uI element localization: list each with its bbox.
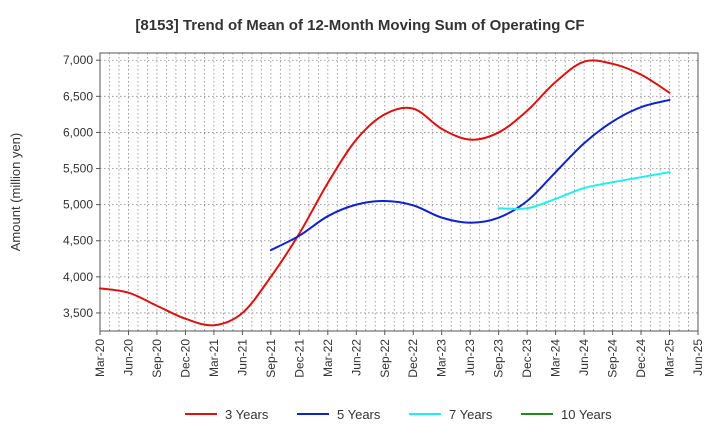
- y-axis-label: Amount (million yen): [8, 133, 23, 252]
- x-tick-label: Sep-22: [378, 339, 392, 378]
- y-tick-label: 4,500: [63, 234, 93, 248]
- chart-title: [8153] Trend of Mean of 12-Month Moving …: [135, 17, 584, 34]
- legend: 3 Years 5 Years 7 Years 10 Years: [185, 407, 612, 422]
- y-tick-label: 6,000: [63, 125, 93, 139]
- x-tick-label: Jun-20: [121, 339, 135, 376]
- x-tick-label: Jun-22: [349, 339, 363, 376]
- x-tick-label: Sep-20: [150, 339, 164, 378]
- y-axis-ticks: 3,500 4,000 4,500 5,000 5,500 6,000 6,500 7,000: [63, 53, 100, 320]
- y-tick-label: 5,500: [63, 162, 93, 176]
- x-tick-label: Mar-23: [435, 339, 449, 377]
- x-tick-label: Dec-23: [520, 339, 534, 378]
- y-tick-label: 3,500: [63, 306, 93, 320]
- x-tick-label: Mar-25: [663, 339, 677, 377]
- plot-frame: [99, 52, 699, 332]
- x-tick-label: Mar-20: [93, 339, 107, 377]
- y-tick-label: 6,500: [63, 89, 93, 103]
- legend-label-3-years: 3 Years: [225, 407, 269, 422]
- legend-label-5-years: 5 Years: [337, 407, 381, 422]
- x-tick-label: Mar-24: [549, 339, 563, 377]
- series-lines: [99, 59, 671, 327]
- y-tick-label: 4,000: [63, 270, 93, 284]
- x-tick-label: Sep-23: [492, 339, 506, 378]
- x-axis-ticks: Mar-20 Jun-20 Sep-20 Dec-20 Mar-21 Jun-21 Sep-…: [93, 331, 705, 378]
- series-line-7-years: [497, 171, 671, 210]
- x-tick-label: Sep-21: [264, 339, 278, 378]
- x-tick-label: Dec-24: [634, 339, 648, 378]
- legend-label-7-years: 7 Years: [449, 407, 493, 422]
- y-tick-label: 7,000: [63, 53, 93, 67]
- x-tick-label: Jun-24: [577, 339, 591, 376]
- x-tick-label: Mar-21: [207, 339, 221, 377]
- x-tick-label: Dec-22: [406, 339, 420, 378]
- x-tick-label: Dec-21: [292, 339, 306, 378]
- series-line-5-years: [269, 98, 671, 252]
- series-line-3-years: [99, 59, 671, 327]
- x-tick-label: Jun-21: [235, 339, 249, 376]
- y-tick-label: 5,000: [63, 198, 93, 212]
- x-tick-label: Jun-25: [691, 339, 705, 376]
- x-tick-label: Jun-23: [463, 339, 477, 376]
- x-tick-label: Dec-20: [178, 339, 192, 378]
- x-tick-label: Sep-24: [606, 339, 620, 378]
- grid-lines: [100, 53, 698, 331]
- x-tick-label: Mar-22: [321, 339, 335, 377]
- legend-label-10-years: 10 Years: [561, 407, 612, 422]
